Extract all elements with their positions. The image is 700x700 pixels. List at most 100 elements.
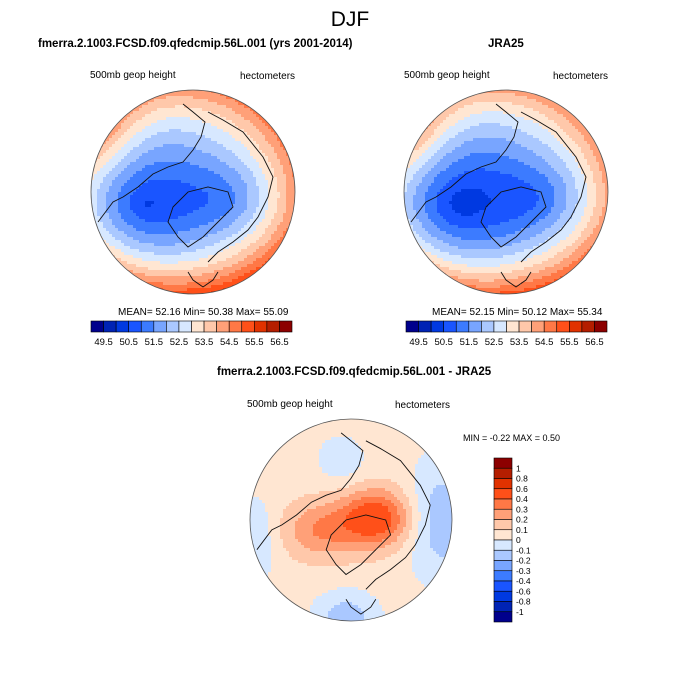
contour-cell [208, 276, 212, 280]
contour-cell [271, 162, 275, 166]
contour-cell [109, 231, 113, 235]
contour-cell [557, 120, 561, 124]
contour-cell [124, 240, 128, 244]
contour-cell [253, 258, 257, 262]
contour-cell [202, 276, 206, 280]
contour-cell [449, 102, 453, 106]
contour-cell [491, 153, 495, 157]
contour-cell [190, 171, 194, 175]
contour-cell [166, 273, 170, 277]
contour-cell [196, 210, 200, 214]
contour-cell [187, 192, 191, 196]
contour-cell [256, 147, 260, 151]
contour-cell [220, 123, 224, 127]
contour-cell [259, 249, 263, 253]
contour-cell [428, 135, 432, 139]
contour-cell [175, 147, 179, 151]
contour-cell [274, 189, 278, 193]
contour-cell [247, 195, 251, 199]
contour-cell [166, 213, 170, 217]
contour-cell [130, 219, 134, 223]
contour-cell [578, 132, 582, 136]
contour-cell [109, 249, 113, 253]
contour-cell [148, 201, 152, 205]
contour-cell [434, 156, 438, 160]
contour-cell [250, 237, 254, 241]
contour-cell [265, 126, 269, 130]
contour-cell [512, 96, 516, 100]
contour-cell [214, 177, 218, 181]
contour-cell [223, 111, 227, 115]
contour-cell [127, 231, 131, 235]
contour-cell [479, 96, 483, 100]
contour-cell [551, 111, 555, 115]
contour-cell [482, 129, 486, 133]
contour-cell [410, 153, 414, 157]
contour-cell [229, 225, 233, 229]
contour-cell [223, 144, 227, 148]
contour-cell [229, 252, 233, 256]
contour-cell [151, 198, 155, 202]
contour-cell [244, 228, 248, 232]
contour-cell [521, 114, 525, 118]
contour-cell [109, 210, 113, 214]
contour-cell [274, 186, 278, 190]
contour-cell [515, 111, 519, 115]
contour-cell [112, 243, 116, 247]
contour-cell [193, 108, 197, 112]
contour-cell [467, 96, 471, 100]
contour-cell [97, 183, 101, 187]
contour-cell [175, 192, 179, 196]
contour-cell [530, 93, 534, 97]
contour-cell [274, 138, 278, 142]
contour-cell [208, 114, 212, 118]
contour-cell [518, 93, 522, 97]
contour-cell [271, 165, 275, 169]
contour-cell [590, 129, 594, 133]
contour-cell [217, 246, 221, 250]
contour-cell [247, 120, 251, 124]
contour-cell [271, 246, 275, 250]
contour-cell [178, 144, 182, 148]
contour-cell [253, 198, 257, 202]
contour-cell [494, 144, 498, 148]
contour-cell [145, 231, 149, 235]
contour-cell [178, 249, 182, 253]
contour-cell [121, 228, 125, 232]
contour-cell [151, 144, 155, 148]
contour-cell [175, 168, 179, 172]
contour-cell [512, 120, 516, 124]
contour-cell [151, 132, 155, 136]
contour-cell [202, 165, 206, 169]
contour-cell [539, 138, 543, 142]
contour-cell [509, 102, 513, 106]
contour-cell [178, 267, 182, 271]
contour-cell [500, 138, 504, 142]
contour-cell [145, 267, 149, 271]
contour-cell [184, 261, 188, 265]
contour-cell [211, 120, 215, 124]
contour-cell [190, 186, 194, 190]
contour-cell [488, 135, 492, 139]
contour-cell [262, 126, 266, 130]
contour-cell [271, 207, 275, 211]
contour-cell [244, 276, 248, 280]
contour-cell [232, 183, 236, 187]
contour-cell [506, 150, 510, 154]
contour-cell [115, 171, 119, 175]
contour-cell [205, 261, 209, 265]
contour-cell [193, 273, 197, 277]
contour-cell [151, 243, 155, 247]
contour-cell [178, 117, 182, 121]
contour-cell [193, 201, 197, 205]
contour-cell [199, 129, 203, 133]
contour-cell [190, 183, 194, 187]
contour-cell [208, 147, 212, 151]
contour-cell [112, 216, 116, 220]
contour-cell [434, 123, 438, 127]
contour-cell [184, 240, 188, 244]
contour-cell [175, 225, 179, 229]
contour-cell [268, 144, 272, 148]
contour-cell [485, 120, 489, 124]
contour-cell [488, 114, 492, 118]
